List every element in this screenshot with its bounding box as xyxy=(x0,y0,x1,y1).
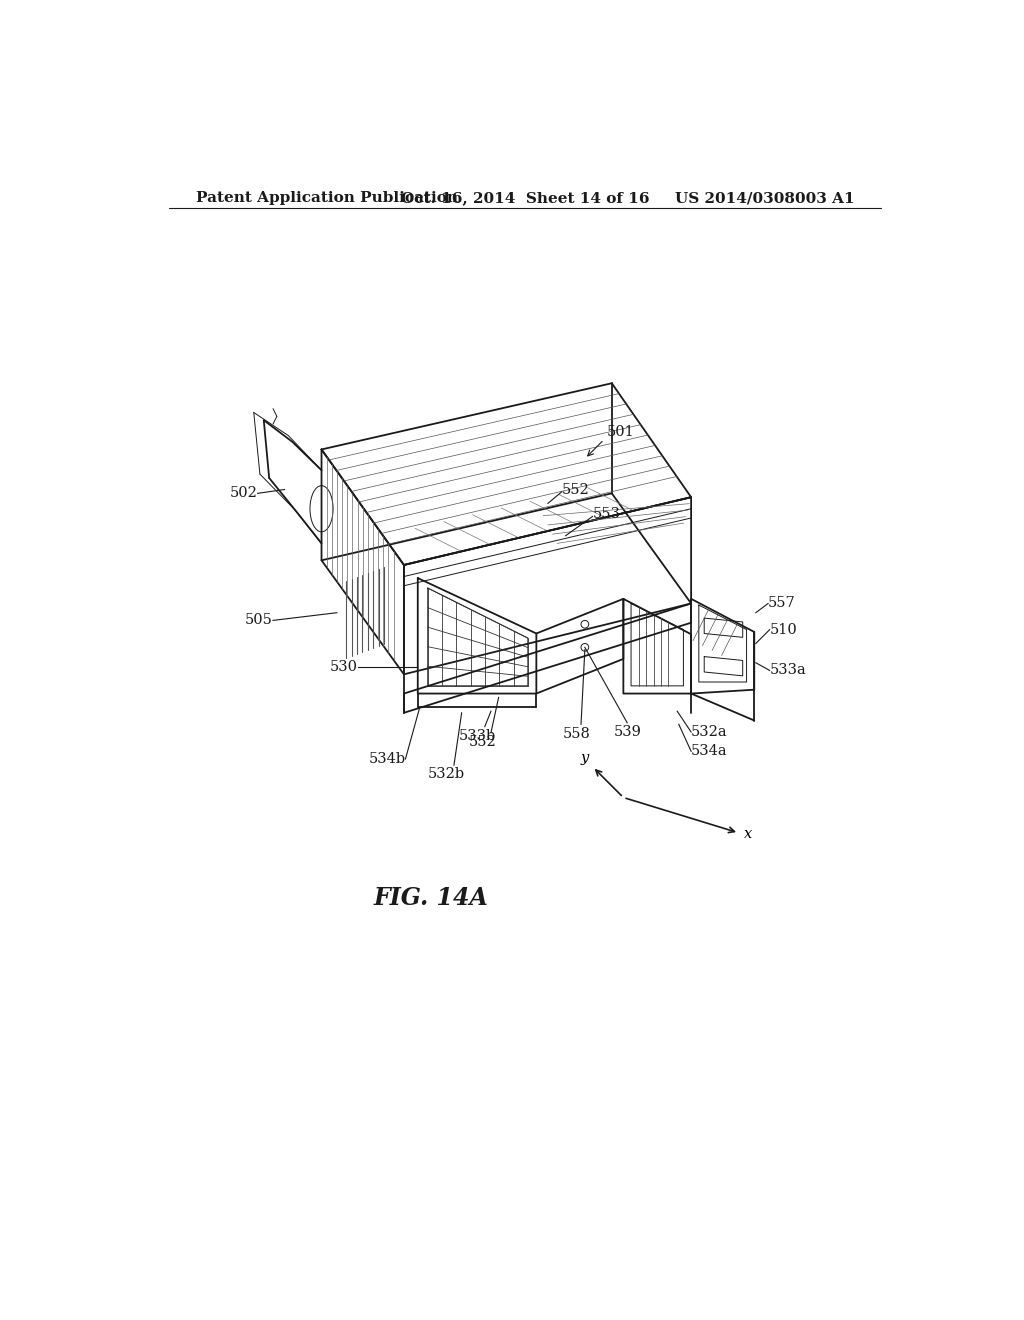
Text: US 2014/0308003 A1: US 2014/0308003 A1 xyxy=(675,191,854,206)
Text: 502: 502 xyxy=(229,486,258,500)
Text: 539: 539 xyxy=(613,725,641,739)
Text: 501: 501 xyxy=(606,425,634,438)
Text: 558: 558 xyxy=(563,727,591,742)
Text: 532b: 532b xyxy=(428,767,465,781)
Text: y: y xyxy=(581,751,589,766)
Text: 553: 553 xyxy=(593,507,621,521)
Text: 534a: 534a xyxy=(691,744,728,758)
Text: 557: 557 xyxy=(768,597,796,610)
Text: 530: 530 xyxy=(330,660,357,673)
Text: 533b: 533b xyxy=(459,729,496,743)
Text: 552: 552 xyxy=(562,483,590,496)
Text: 532a: 532a xyxy=(691,725,728,739)
Text: x: x xyxy=(743,828,752,841)
Text: Oct. 16, 2014  Sheet 14 of 16: Oct. 16, 2014 Sheet 14 of 16 xyxy=(400,191,649,206)
Text: 510: 510 xyxy=(770,623,798,636)
Text: FIG. 14A: FIG. 14A xyxy=(374,886,488,909)
Text: 534b: 534b xyxy=(369,752,406,766)
Text: 533a: 533a xyxy=(770,664,807,677)
Text: 505: 505 xyxy=(245,614,273,627)
Text: 552: 552 xyxy=(469,735,497,748)
Text: Patent Application Publication: Patent Application Publication xyxy=(196,191,458,206)
